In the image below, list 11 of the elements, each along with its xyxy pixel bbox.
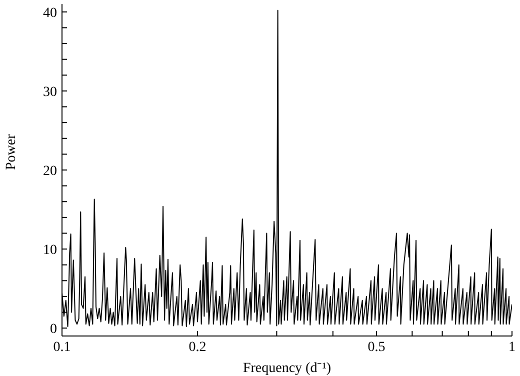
y-tick-label: 20 <box>43 164 57 179</box>
x-tick-label: 0.1 <box>53 340 71 355</box>
y-tick-label: 40 <box>43 6 57 21</box>
x-tick-label: 0.2 <box>188 340 206 355</box>
y-tick-label: 30 <box>43 84 57 100</box>
x-axis-title: Frequency (d⁻¹) <box>242 361 332 376</box>
x-tick-label: 0.5 <box>368 340 386 355</box>
x-tick-label: 1 <box>508 340 516 355</box>
y-tick-label: 0 <box>50 322 57 338</box>
y-axis-title: Power <box>4 134 19 170</box>
y-tick-label: 10 <box>43 243 57 258</box>
